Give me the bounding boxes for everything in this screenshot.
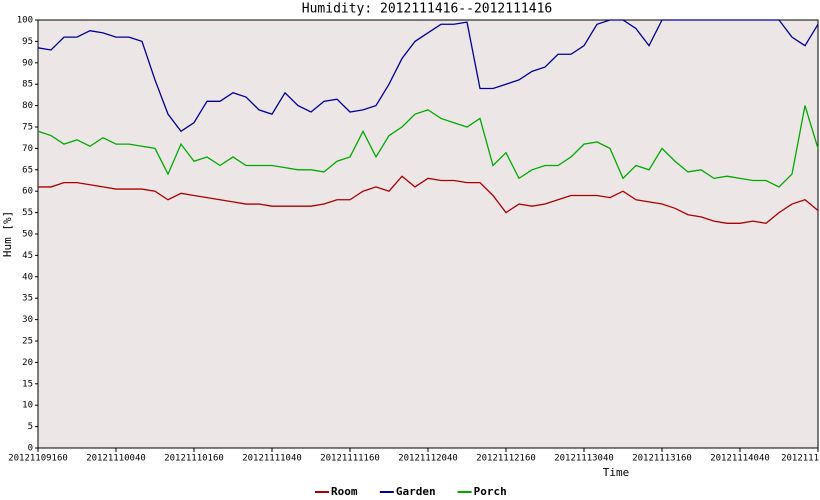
y-tick-label: 10 (22, 401, 33, 411)
legend-label: Garden (396, 485, 436, 498)
plot-area (37, 19, 819, 449)
y-tick-label: 90 (22, 58, 33, 68)
y-tick-label: 80 (22, 101, 33, 111)
x-tick-label: 20121113160 (632, 454, 692, 464)
y-tick-label: 45 (22, 251, 33, 261)
data-line (38, 175, 819, 224)
legend-label: Room (331, 485, 358, 498)
y-tick-label: 15 (22, 379, 33, 389)
x-axis-label: Time (603, 466, 630, 479)
y-tick-label: 30 (22, 315, 33, 325)
y-tick-label: 0 (28, 444, 33, 454)
y-tick-label: 50 (22, 230, 33, 240)
x-tick-label: 20121114040 (710, 454, 770, 464)
x-tick-label: 20121111040 (242, 454, 302, 464)
y-tick-label: 40 (22, 272, 33, 282)
x-tick-label: 20121109160 (8, 454, 68, 464)
y-axis-label: Hum [%] (1, 211, 14, 257)
data-line (37, 19, 819, 133)
legend-label: Porch (474, 485, 507, 498)
x-tick-label: 20121113040 (554, 454, 614, 464)
chart-title: Humidity: 2012111416--2012111416 (302, 2, 552, 17)
y-tick-label: 70 (22, 144, 33, 154)
data-line (37, 105, 819, 188)
y-tick-label: 65 (22, 165, 33, 175)
y-tick-label: 55 (22, 208, 33, 218)
y-tick-label: 5 (28, 422, 33, 432)
x-tick-label: 20121111160 (320, 454, 380, 464)
y-tick-label: 60 (22, 187, 33, 197)
x-tick-label: 20121112160 (476, 454, 536, 464)
y-tick-label: 75 (22, 123, 33, 133)
y-tick-label: 35 (22, 294, 33, 304)
x-tick-label: 20121112040 (398, 454, 458, 464)
y-tick-label: 25 (22, 337, 33, 347)
x-tick-label: 20121110040 (86, 454, 146, 464)
y-tick-label: 85 (22, 80, 33, 90)
y-tick-label: 95 (22, 37, 33, 47)
y-tick-label: 20 (22, 358, 33, 368)
x-tick-label: 2012111 (781, 454, 819, 464)
y-tick-label: 100 (17, 16, 33, 26)
x-tick-label: 20121110160 (164, 454, 224, 464)
